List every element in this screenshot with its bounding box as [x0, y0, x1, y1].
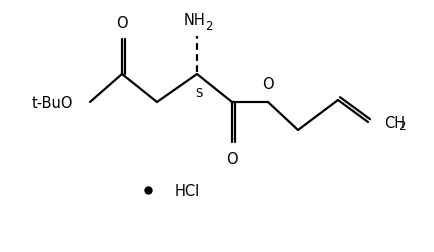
Text: O: O [262, 77, 273, 92]
Text: CH: CH [383, 115, 404, 130]
Text: O: O [226, 151, 237, 166]
Text: t-BuO: t-BuO [31, 95, 72, 110]
Text: 2: 2 [204, 20, 212, 33]
Text: HCl: HCl [174, 183, 200, 198]
Text: NH: NH [184, 13, 205, 28]
Text: 2: 2 [397, 120, 404, 133]
Text: S: S [195, 87, 202, 100]
Text: O: O [116, 16, 128, 31]
